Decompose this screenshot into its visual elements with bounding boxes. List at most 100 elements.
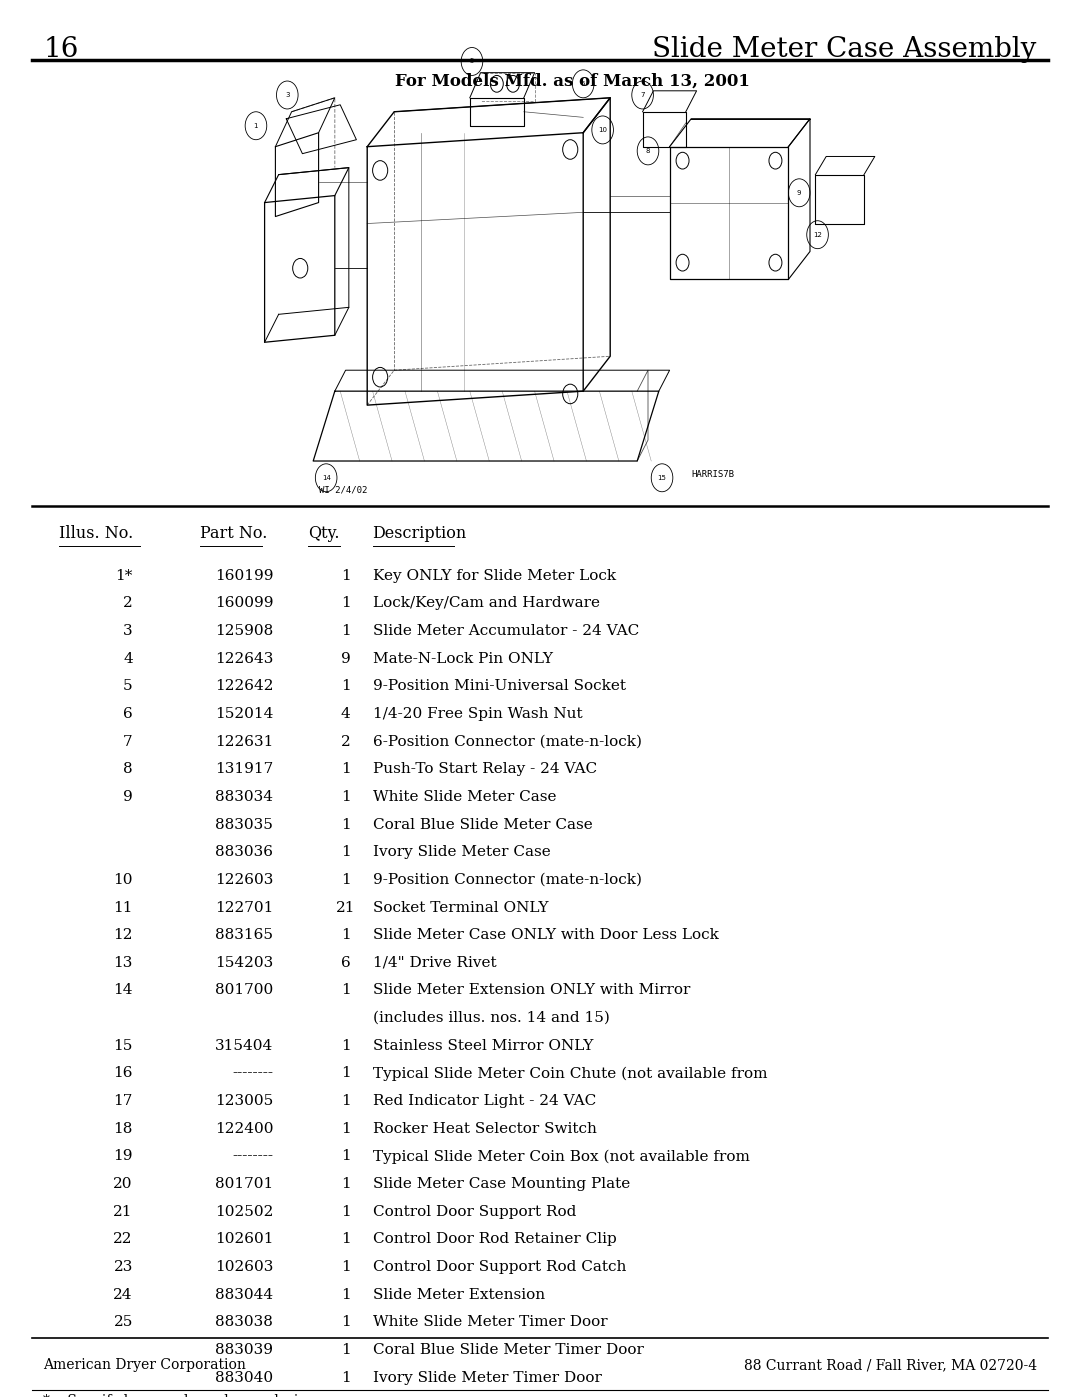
Text: 801700: 801700 bbox=[215, 983, 273, 997]
Text: White Slide Meter Timer Door: White Slide Meter Timer Door bbox=[373, 1316, 607, 1330]
Text: 1: 1 bbox=[340, 763, 351, 777]
Text: 122631: 122631 bbox=[215, 735, 273, 749]
Text: 1: 1 bbox=[340, 789, 351, 803]
Text: 7: 7 bbox=[640, 92, 645, 98]
Text: 21: 21 bbox=[336, 901, 355, 915]
Text: 12: 12 bbox=[813, 232, 822, 237]
Text: White Slide Meter Case: White Slide Meter Case bbox=[373, 789, 556, 803]
Text: 883038: 883038 bbox=[215, 1316, 273, 1330]
Text: 1: 1 bbox=[340, 569, 351, 583]
Text: 20: 20 bbox=[113, 1178, 133, 1192]
Text: 1: 1 bbox=[254, 123, 258, 129]
Text: 17: 17 bbox=[113, 1094, 133, 1108]
Text: 883034: 883034 bbox=[215, 789, 273, 803]
Text: Control Door Support Rod: Control Door Support Rod bbox=[373, 1204, 576, 1218]
Text: For Models Mfd. as of March 13, 2001: For Models Mfd. as of March 13, 2001 bbox=[395, 73, 750, 89]
Text: Slide Meter Case ONLY with Door Less Lock: Slide Meter Case ONLY with Door Less Loc… bbox=[373, 928, 718, 942]
Text: 18: 18 bbox=[113, 1122, 133, 1136]
Text: 1: 1 bbox=[340, 597, 351, 610]
Text: Key ONLY for Slide Meter Lock: Key ONLY for Slide Meter Lock bbox=[373, 569, 616, 583]
Text: 8: 8 bbox=[123, 763, 133, 777]
Text: 122400: 122400 bbox=[215, 1122, 273, 1136]
Text: 21: 21 bbox=[113, 1204, 133, 1218]
Text: 6: 6 bbox=[581, 81, 585, 87]
Text: Push-To Start Relay - 24 VAC: Push-To Start Relay - 24 VAC bbox=[373, 763, 597, 777]
Text: 122642: 122642 bbox=[215, 679, 273, 693]
Text: 883036: 883036 bbox=[215, 845, 273, 859]
Text: 1: 1 bbox=[340, 1370, 351, 1384]
Text: 19: 19 bbox=[113, 1150, 133, 1164]
Text: 16: 16 bbox=[43, 36, 79, 63]
Text: Stainless Steel Mirror ONLY: Stainless Steel Mirror ONLY bbox=[373, 1039, 593, 1053]
Text: 131917: 131917 bbox=[215, 763, 273, 777]
Text: Slide Meter Extension ONLY with Mirror: Slide Meter Extension ONLY with Mirror bbox=[373, 983, 690, 997]
Text: 102502: 102502 bbox=[215, 1204, 273, 1218]
Text: Typical Slide Meter Coin Box (not available from: Typical Slide Meter Coin Box (not availa… bbox=[373, 1150, 754, 1164]
Text: Coral Blue Slide Meter Timer Door: Coral Blue Slide Meter Timer Door bbox=[373, 1343, 644, 1356]
Text: 9: 9 bbox=[797, 190, 801, 196]
Text: 12: 12 bbox=[113, 928, 133, 942]
Text: 15: 15 bbox=[658, 475, 666, 481]
Text: 315404: 315404 bbox=[215, 1039, 273, 1053]
Text: 9: 9 bbox=[123, 789, 133, 803]
Text: 1: 1 bbox=[340, 1094, 351, 1108]
Text: 102601: 102601 bbox=[215, 1232, 273, 1246]
Text: Ivory Slide Meter Timer Door: Ivory Slide Meter Timer Door bbox=[373, 1370, 602, 1384]
Text: 5: 5 bbox=[123, 679, 133, 693]
Text: 1: 1 bbox=[340, 817, 351, 831]
Text: 4: 4 bbox=[123, 651, 133, 665]
Text: Ivory Slide Meter Case: Ivory Slide Meter Case bbox=[373, 845, 551, 859]
Text: 8: 8 bbox=[646, 148, 650, 154]
Text: 7: 7 bbox=[123, 735, 133, 749]
Text: Typical Slide Meter Coin Chute (not available from: Typical Slide Meter Coin Chute (not avai… bbox=[373, 1066, 772, 1081]
Text: Control Door Support Rod Catch: Control Door Support Rod Catch bbox=[373, 1260, 626, 1274]
Text: 14: 14 bbox=[322, 475, 330, 481]
Text: 122643: 122643 bbox=[215, 651, 273, 665]
Text: 9: 9 bbox=[340, 651, 351, 665]
Text: 1: 1 bbox=[340, 1178, 351, 1192]
Text: 883035: 883035 bbox=[215, 817, 273, 831]
Text: 5: 5 bbox=[470, 59, 474, 64]
Text: Qty.: Qty. bbox=[308, 525, 339, 542]
Text: 3: 3 bbox=[123, 624, 133, 638]
Text: 1: 1 bbox=[340, 624, 351, 638]
Text: 1: 1 bbox=[340, 1343, 351, 1356]
Text: 2: 2 bbox=[123, 597, 133, 610]
Text: 3: 3 bbox=[285, 92, 289, 98]
Text: 123005: 123005 bbox=[215, 1094, 273, 1108]
Text: 1/4-20 Free Spin Wash Nut: 1/4-20 Free Spin Wash Nut bbox=[373, 707, 582, 721]
Text: Slide Meter Case Mounting Plate: Slide Meter Case Mounting Plate bbox=[373, 1178, 630, 1192]
Text: 1: 1 bbox=[340, 928, 351, 942]
Text: 6: 6 bbox=[123, 707, 133, 721]
Text: 125908: 125908 bbox=[215, 624, 273, 638]
Text: 10: 10 bbox=[598, 127, 607, 133]
Text: 9-Position Connector (mate-n-lock): 9-Position Connector (mate-n-lock) bbox=[373, 873, 642, 887]
Text: 883044: 883044 bbox=[215, 1288, 273, 1302]
Text: 1: 1 bbox=[340, 1260, 351, 1274]
Text: 122603: 122603 bbox=[215, 873, 273, 887]
Text: Mate-N-Lock Pin ONLY: Mate-N-Lock Pin ONLY bbox=[373, 651, 553, 665]
Text: --------: -------- bbox=[232, 1150, 273, 1164]
Text: 9-Position Mini-Universal Socket: 9-Position Mini-Universal Socket bbox=[373, 679, 625, 693]
Text: 801701: 801701 bbox=[215, 1178, 273, 1192]
Text: 1: 1 bbox=[340, 1316, 351, 1330]
Text: 11: 11 bbox=[113, 901, 133, 915]
Text: American Dryer Corporation: American Dryer Corporation bbox=[43, 1358, 246, 1372]
Text: 13: 13 bbox=[113, 956, 133, 970]
Text: 1: 1 bbox=[340, 1122, 351, 1136]
Text: 883165: 883165 bbox=[215, 928, 273, 942]
Text: Coral Blue Slide Meter Case: Coral Blue Slide Meter Case bbox=[373, 817, 592, 831]
Text: 16: 16 bbox=[113, 1066, 133, 1080]
Text: 14: 14 bbox=[113, 983, 133, 997]
Text: --------: -------- bbox=[232, 1066, 273, 1080]
Text: 160099: 160099 bbox=[215, 597, 273, 610]
Text: 152014: 152014 bbox=[215, 707, 273, 721]
Text: Slide Meter Extension: Slide Meter Extension bbox=[373, 1288, 544, 1302]
Text: 15: 15 bbox=[113, 1039, 133, 1053]
Text: 88 Currant Road / Fall River, MA 02720-4: 88 Currant Road / Fall River, MA 02720-4 bbox=[744, 1358, 1037, 1372]
Text: 1: 1 bbox=[340, 1039, 351, 1053]
Text: Lock/Key/Cam and Hardware: Lock/Key/Cam and Hardware bbox=[373, 597, 599, 610]
Text: 4: 4 bbox=[340, 707, 351, 721]
Text: 1: 1 bbox=[340, 983, 351, 997]
Text: Slide Meter Accumulator - 24 VAC: Slide Meter Accumulator - 24 VAC bbox=[373, 624, 639, 638]
